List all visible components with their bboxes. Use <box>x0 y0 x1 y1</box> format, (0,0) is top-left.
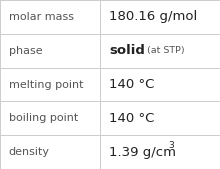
Bar <box>100 101 220 135</box>
Text: 140 °C: 140 °C <box>109 78 154 91</box>
Bar <box>100 0 220 34</box>
Bar <box>100 135 220 169</box>
Text: melting point: melting point <box>9 79 83 90</box>
Text: boiling point: boiling point <box>9 113 78 123</box>
Text: (at STP): (at STP) <box>147 46 185 55</box>
Bar <box>0 0 100 34</box>
Text: 140 °C: 140 °C <box>109 112 154 125</box>
Bar <box>0 101 100 135</box>
Text: 1.39 g/cm: 1.39 g/cm <box>109 146 176 159</box>
Text: 3: 3 <box>168 141 174 150</box>
Text: molar mass: molar mass <box>9 12 74 22</box>
Text: phase: phase <box>9 46 42 56</box>
Bar <box>0 68 100 101</box>
Bar <box>0 34 100 68</box>
Bar <box>100 34 220 68</box>
Text: density: density <box>9 147 50 157</box>
Bar <box>0 135 100 169</box>
Bar <box>100 68 220 101</box>
Text: 180.16 g/mol: 180.16 g/mol <box>109 10 197 23</box>
Text: solid: solid <box>109 44 145 57</box>
